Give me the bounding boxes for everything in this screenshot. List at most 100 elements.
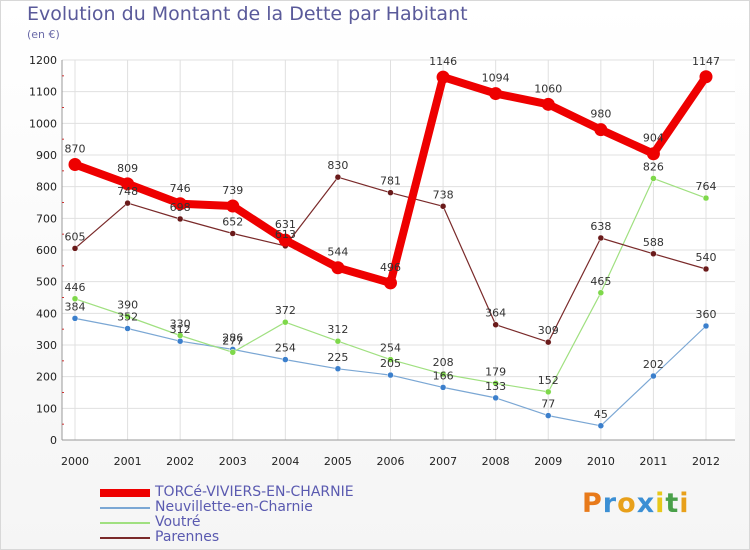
data-point [439, 370, 447, 378]
brand-letter: r [602, 488, 618, 519]
brand-letter: t [665, 488, 680, 519]
data-label: 309 [538, 324, 559, 337]
data-label: 384 [65, 300, 86, 313]
data-label: 1146 [429, 55, 457, 68]
x-tick-label: 2009 [534, 455, 562, 468]
y-tick-label: 0 [50, 434, 57, 447]
x-tick-label: 2004 [271, 455, 299, 468]
data-point [334, 173, 342, 181]
legend-label: TORCé-VIVIERS-EN-CHARNIE [155, 484, 354, 500]
y-tick-label: 100 [36, 402, 57, 415]
data-point [176, 337, 184, 345]
data-point [124, 313, 131, 320]
data-point [650, 175, 657, 182]
legend-swatch [100, 522, 150, 524]
x-tick-label: 2012 [692, 455, 720, 468]
x-tick-label: 2001 [114, 455, 142, 468]
data-label: 205 [380, 357, 401, 370]
data-label: 208 [433, 356, 454, 369]
data-label: 45 [594, 408, 608, 421]
data-label: 254 [380, 342, 401, 355]
data-label: 698 [170, 201, 191, 214]
y-tick-label: 800 [36, 181, 57, 194]
data-point [331, 261, 345, 275]
data-point [384, 276, 397, 290]
brand-letter: P [582, 488, 603, 519]
x-tick-label: 2011 [639, 455, 667, 468]
data-point [282, 356, 289, 363]
data-point [436, 70, 450, 84]
data-point [176, 215, 184, 223]
data-label: 360 [696, 308, 717, 321]
y-tick-label: 400 [36, 307, 57, 320]
y-tick-label: 1100 [29, 86, 57, 99]
data-label: 809 [117, 162, 138, 175]
data-point [334, 337, 342, 345]
data-point [702, 194, 710, 202]
data-label: 613 [275, 228, 296, 241]
data-label: 372 [275, 304, 296, 317]
data-point [492, 321, 499, 328]
data-label: 870 [65, 143, 86, 156]
data-label: 904 [643, 132, 664, 145]
data-label: 202 [643, 358, 664, 371]
data-point [439, 203, 447, 210]
data-point [71, 315, 79, 322]
brand-letter: x [636, 488, 656, 519]
data-point [124, 325, 131, 332]
data-point [176, 332, 184, 339]
data-point [597, 234, 605, 242]
data-label: 312 [170, 323, 191, 336]
data-label: 748 [117, 185, 138, 198]
x-tick-label: 2008 [482, 455, 510, 468]
y-tick-label: 700 [36, 212, 57, 225]
data-point [334, 365, 342, 372]
data-label: 254 [275, 342, 296, 355]
data-label: 277 [222, 334, 243, 347]
chart-title: Evolution du Montant de la Dette par Hab… [27, 3, 468, 25]
data-label: 638 [590, 220, 611, 233]
data-label: 152 [538, 374, 559, 387]
data-point [387, 189, 394, 196]
data-label: 652 [222, 216, 243, 229]
data-point [226, 199, 240, 213]
data-point [121, 177, 135, 191]
y-tick-label: 1000 [29, 117, 57, 130]
data-label: 312 [327, 323, 348, 336]
data-label: 544 [327, 246, 348, 259]
data-point [387, 356, 394, 363]
data-label: 1147 [692, 55, 720, 68]
data-label: 364 [485, 307, 506, 320]
data-label: 390 [117, 299, 138, 312]
data-point [387, 371, 394, 379]
data-point [489, 87, 503, 101]
data-point [545, 338, 552, 346]
data-label: 739 [222, 184, 243, 197]
data-point [229, 349, 236, 356]
data-label: 496 [380, 261, 401, 274]
data-label: 330 [170, 318, 191, 331]
data-point [68, 158, 82, 171]
data-point [71, 245, 79, 252]
data-label: 1094 [482, 72, 510, 85]
data-label: 225 [327, 351, 348, 364]
data-point [545, 412, 552, 419]
x-tick-label: 2005 [324, 455, 352, 468]
data-label: 77 [541, 398, 555, 411]
data-point [124, 199, 131, 207]
x-tick-label: 2010 [587, 455, 615, 468]
x-tick-label: 2003 [219, 455, 247, 468]
data-label: 830 [327, 159, 348, 172]
data-label: 980 [590, 108, 611, 121]
x-tick-label: 2000 [61, 455, 89, 468]
data-point [699, 70, 713, 84]
data-label: 588 [643, 236, 664, 249]
data-point [541, 97, 555, 111]
brand-letter: o [617, 488, 637, 519]
x-tick-label: 2007 [429, 455, 457, 468]
brand-logo: Proxiti [582, 488, 690, 519]
data-label: 746 [170, 182, 191, 195]
data-label: 738 [433, 188, 454, 201]
data-point [229, 230, 236, 237]
